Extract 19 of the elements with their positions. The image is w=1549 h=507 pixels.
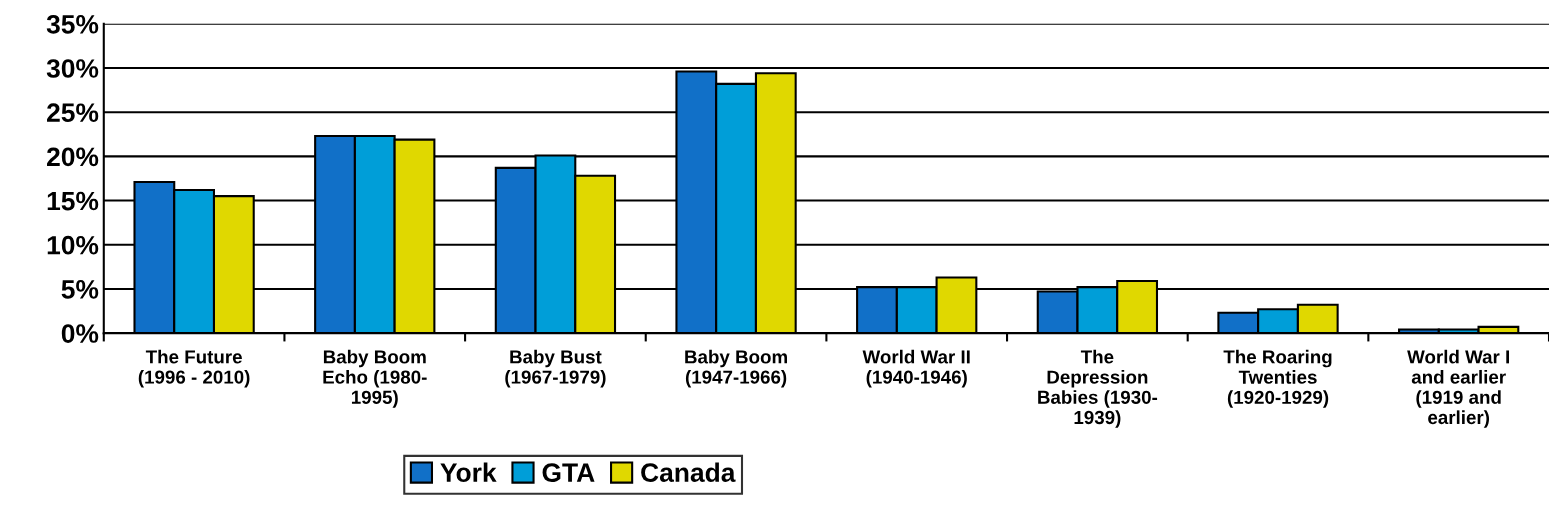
x-tick-label: The Depression Babies (1930- 1939) — [1038, 349, 1158, 428]
y-tick-label: 0% — [61, 324, 99, 343]
y-tick-label: 25% — [47, 103, 99, 123]
x-tick-label: Baby Boom Echo (1980- 1995) — [323, 349, 427, 408]
legend-label: GTA — [542, 463, 595, 482]
legend-label: York — [440, 462, 497, 482]
legend-label: Canada — [641, 462, 736, 482]
x-tick-label: Baby Boom (1947-1966) — [685, 349, 787, 388]
x-tick-label: The Roaring Twenties (1920-1929) — [1223, 349, 1332, 408]
x-tick-label: Baby Bust (1967-1979) — [505, 349, 606, 388]
x-tick-label: The Future (1996 - 2010) — [138, 349, 250, 388]
y-tick-label: 15% — [47, 191, 99, 211]
y-tick-label: 10% — [47, 235, 99, 255]
y-tick-label: 30% — [46, 59, 99, 78]
x-tick-label: World War I and earlier (1919 and earlier) — [1407, 349, 1509, 428]
y-tick-label: 35% — [46, 14, 99, 34]
y-tick-label: 20% — [47, 147, 99, 167]
x-tick-label: World War II (1940-1946) — [862, 349, 970, 388]
y-tick-label: 5% — [61, 280, 99, 299]
